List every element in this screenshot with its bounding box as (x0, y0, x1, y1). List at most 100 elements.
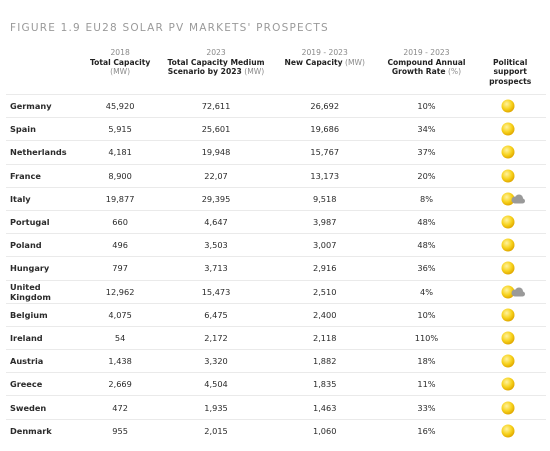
value-cell: 33% (378, 395, 475, 420)
value-cell: 19,877 (79, 186, 162, 211)
country-cell: Netherlands (6, 140, 80, 165)
table-row: Austria 1,438 3,320 1,882 18% (6, 349, 546, 373)
sun-icon (501, 261, 515, 275)
header-cell: 2023 Total Capacity Medium Scenario by 20… (161, 48, 271, 95)
value-cell: 2,400 (270, 302, 379, 327)
header-year: 2019 - 2023 (301, 48, 348, 57)
sun-cloud-icon (501, 285, 526, 299)
value-cell: 8% (378, 186, 475, 211)
header-cell: 2018 Total Capacity (MW) (79, 48, 161, 95)
header-title: Total Capacity (89, 57, 151, 67)
header-year: 2019 - 2023 (403, 48, 450, 57)
sun-icon (501, 377, 515, 391)
icon-cell (474, 117, 546, 141)
value-cell: 20% (378, 163, 475, 188)
value-cell: 660 (79, 209, 162, 234)
value-cell: 12,962 (79, 279, 162, 304)
icon-cell (474, 163, 546, 188)
value-cell: 2,669 (79, 372, 162, 396)
value-cell: 3,713 (161, 256, 271, 280)
icon-cell (474, 209, 546, 234)
country-cell: Poland (6, 233, 80, 257)
table-row: Italy 19,877 29,395 9,518 8% (6, 186, 546, 211)
value-cell: 1,060 (270, 418, 379, 442)
table-row: Belgium 4,075 6,475 2,400 10% (6, 302, 546, 327)
table-row: Sweden 472 1,935 1,463 33% (6, 395, 546, 420)
country-cell: Italy (6, 186, 80, 211)
value-cell: 496 (79, 233, 162, 257)
value-cell: 2,510 (270, 279, 379, 304)
table-row: Denmark 955 2,015 1,060 16% (6, 418, 546, 442)
sun-cloud-icon (501, 192, 526, 206)
header-year: 2023 (206, 48, 226, 57)
value-cell: 11% (378, 372, 475, 396)
value-cell: 6,475 (161, 302, 271, 327)
value-cell: 10% (378, 93, 475, 118)
icon-cell (474, 186, 546, 211)
value-cell: 22,07 (161, 163, 271, 188)
header-cell: 2019 - 2023 New Capacity (MW) (271, 48, 379, 95)
value-cell: 13,173 (270, 163, 379, 188)
value-cell: 37% (378, 140, 475, 165)
value-cell: 19,948 (161, 140, 271, 165)
table-row: Netherlands 4,181 19,948 15,767 37% (6, 140, 546, 165)
icon-cell (474, 93, 546, 118)
country-cell: United Kingdom (6, 279, 80, 304)
header-cell: Political support prospects (474, 48, 546, 95)
country-cell: France (6, 163, 80, 188)
header-cell: 2019 - 2023 Compound Annual Growth Rate (… (379, 48, 475, 95)
value-cell: 4,181 (79, 140, 162, 165)
value-cell: 1,935 (161, 395, 271, 420)
value-cell: 1,882 (270, 349, 379, 373)
sun-icon (501, 238, 515, 252)
sun-icon (501, 215, 515, 229)
value-cell: 3,007 (270, 233, 379, 257)
value-cell: 1,438 (79, 349, 162, 373)
country-cell: Denmark (6, 418, 80, 442)
value-cell: 2,015 (161, 418, 271, 442)
sun-icon (501, 308, 515, 322)
table-row: Poland 496 3,503 3,007 48% (6, 233, 546, 257)
value-cell: 2,916 (270, 256, 379, 280)
header-unit: (MW) (110, 67, 131, 76)
country-cell: Spain (6, 117, 80, 141)
value-cell: 36% (378, 256, 475, 280)
table-row: Germany 45,920 72,611 26,692 10% (6, 93, 546, 118)
icon-cell (474, 302, 546, 327)
value-cell: 16% (378, 418, 475, 442)
icon-cell (474, 140, 546, 165)
value-cell: 10% (378, 302, 475, 327)
value-cell: 1,463 (270, 395, 379, 420)
sun-icon (501, 401, 515, 415)
country-cell: Germany (6, 93, 80, 118)
sun-icon (501, 331, 515, 345)
value-cell: 54 (79, 325, 162, 350)
value-cell: 110% (378, 325, 475, 350)
header-unit: (MW) (345, 57, 365, 67)
country-cell: Ireland (6, 325, 80, 350)
value-cell: 2,172 (161, 325, 271, 350)
value-cell: 34% (378, 117, 475, 141)
sun-icon (501, 99, 515, 113)
value-cell: 72,611 (161, 93, 271, 118)
value-cell: 19,686 (270, 117, 379, 141)
value-cell: 4,504 (161, 372, 271, 396)
value-cell: 3,987 (270, 209, 379, 234)
icon-cell (474, 418, 546, 442)
header-row: 2018 Total Capacity (MW) 2023 Total Capacit… (6, 48, 546, 95)
table-row: Portugal 660 4,647 3,987 48% (6, 209, 546, 234)
table-row: Greece 2,669 4,504 1,835 11% (6, 372, 546, 396)
header-title: New Capacity (284, 57, 343, 67)
value-cell: 472 (79, 395, 162, 420)
table-row: Spain 5,915 25,601 19,686 34% (6, 117, 546, 141)
icon-cell (474, 256, 546, 280)
icon-cell (474, 372, 546, 396)
table-row: Hungary 797 3,713 2,916 36% (6, 256, 546, 280)
value-cell: 5,915 (79, 117, 162, 141)
value-cell: 18% (378, 349, 475, 373)
value-cell: 797 (79, 256, 162, 280)
value-cell: 955 (79, 418, 162, 442)
header-title: Political support prospects (489, 57, 532, 86)
value-cell: 26,692 (270, 93, 379, 118)
